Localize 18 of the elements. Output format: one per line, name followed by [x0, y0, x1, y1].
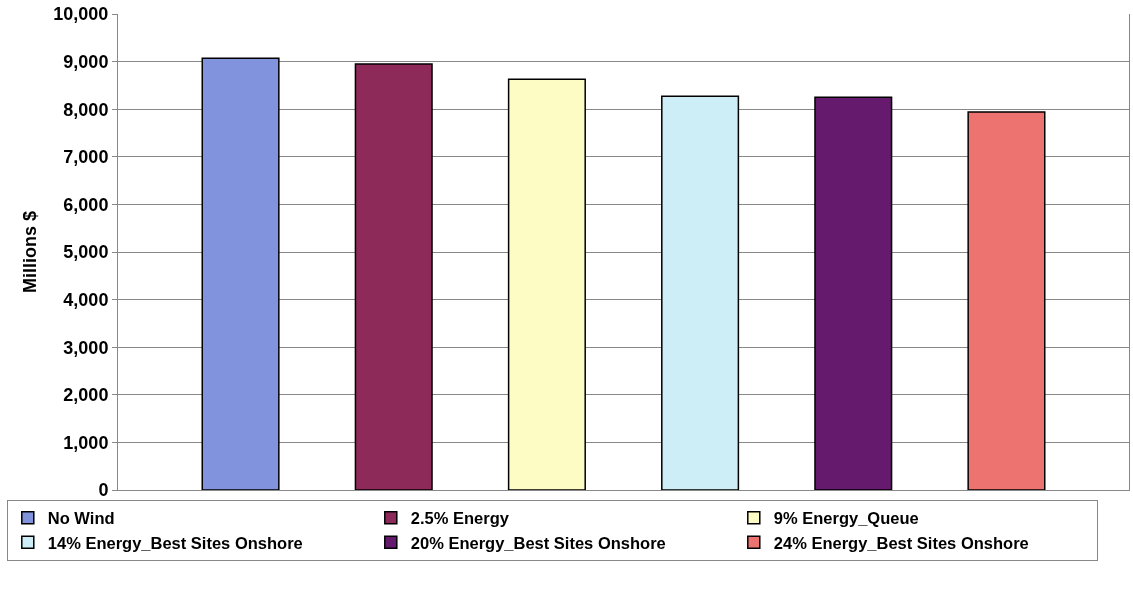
legend-label: No Wind: [47, 509, 115, 528]
legend-label: 9% Energy_Queue: [773, 509, 919, 528]
y-tick-label: 8,000: [63, 99, 109, 120]
y-tick-label: 7,000: [63, 147, 109, 168]
y-tick-label: 1,000: [63, 432, 109, 453]
y-tick-label: 2,000: [63, 385, 109, 406]
legend-label: 24% Energy_Best Sites Onshore: [773, 533, 1029, 552]
y-axis-title: Millions $: [19, 210, 40, 294]
y-tick-label: 9,000: [63, 51, 109, 72]
y-tick-label: 0: [98, 480, 109, 501]
y-tick-label: 3,000: [63, 337, 109, 358]
y-tick-label: 5,000: [63, 242, 109, 263]
y-tick-label: 6,000: [63, 194, 109, 215]
y-tick-label: 10,000: [53, 4, 109, 25]
legend-label: 14% Energy_Best Sites Onshore: [47, 533, 303, 552]
legend-label: 20% Energy_Best Sites Onshore: [410, 533, 666, 552]
y-tick-label: 4,000: [63, 289, 109, 310]
legend-label: 2.5% Energy: [410, 509, 510, 528]
